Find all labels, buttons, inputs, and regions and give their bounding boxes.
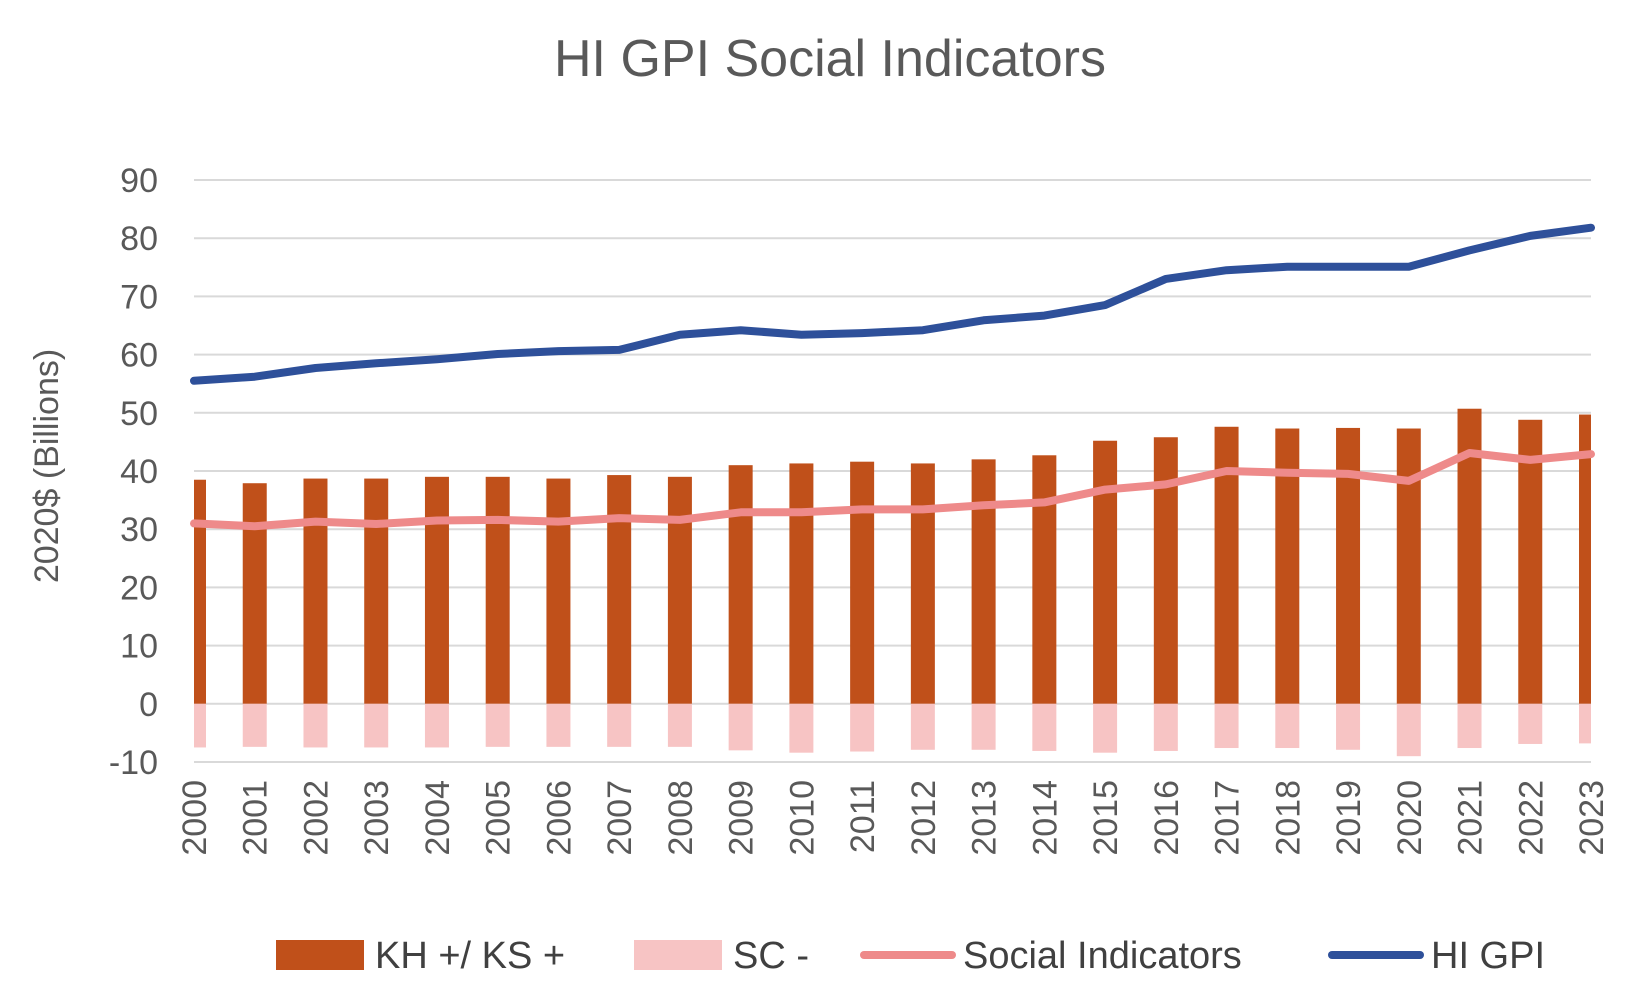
bar xyxy=(1093,703,1118,753)
bar xyxy=(424,476,449,704)
x-tick-label: 2014 xyxy=(1026,780,1064,856)
x-tick-label: 2002 xyxy=(298,780,336,856)
y-axis-title: 2020$ (Billions) xyxy=(28,349,66,583)
legend-label: KH +/ KS + xyxy=(375,935,565,977)
bar xyxy=(242,483,267,704)
x-tick-label: 2023 xyxy=(1573,780,1611,856)
legend: KH +/ KS + SC - Social Indicators HI GPI xyxy=(276,935,1545,977)
x-tick-label: 2010 xyxy=(783,780,821,856)
series-line xyxy=(190,449,1595,531)
bar xyxy=(607,475,632,704)
bar xyxy=(424,703,449,748)
legend-label: SC - xyxy=(733,935,809,977)
y-tick-label: 80 xyxy=(120,220,158,258)
bar xyxy=(1336,427,1361,704)
y-tick-label: 70 xyxy=(120,278,158,316)
bar xyxy=(1396,428,1421,704)
bar xyxy=(910,703,935,750)
x-tick-label: 2016 xyxy=(1148,780,1186,856)
bar xyxy=(789,703,814,753)
chart-title: HI GPI Social Indicators xyxy=(554,30,1106,88)
x-tick-label: 2021 xyxy=(1452,780,1490,856)
x-tick-label: 2007 xyxy=(601,780,639,856)
bar xyxy=(364,478,389,704)
bar xyxy=(1032,455,1057,704)
y-tick-label: 90 xyxy=(120,162,158,200)
bar xyxy=(728,703,753,751)
x-tick-label: 2017 xyxy=(1209,780,1247,856)
bar xyxy=(1579,414,1591,704)
x-tick-label: 2009 xyxy=(723,780,761,856)
bar xyxy=(1396,703,1421,757)
bar xyxy=(667,476,692,704)
bar xyxy=(1153,703,1178,751)
bar xyxy=(303,703,328,748)
bars xyxy=(194,408,1591,757)
bar xyxy=(1032,703,1057,751)
bar xyxy=(728,465,753,704)
bar xyxy=(1093,440,1118,704)
bar xyxy=(485,703,510,747)
bar xyxy=(910,463,935,704)
y-tick-label: 60 xyxy=(120,337,158,375)
x-tick-label: 2006 xyxy=(540,780,578,856)
y-tick-label: -10 xyxy=(109,744,158,782)
bar xyxy=(667,703,692,747)
bar xyxy=(242,703,267,747)
x-tick-label: 2019 xyxy=(1330,780,1368,856)
bar xyxy=(364,703,389,748)
x-tick-label: 2008 xyxy=(662,780,700,856)
x-tick-label: 2004 xyxy=(419,780,457,856)
y-tick-label: 50 xyxy=(120,395,158,433)
y-tick-label: 30 xyxy=(120,511,158,549)
x-tick-label: 2012 xyxy=(905,780,943,856)
bar xyxy=(303,478,328,704)
legend-swatch xyxy=(634,940,722,970)
bar xyxy=(850,703,875,752)
bar xyxy=(1214,703,1239,749)
bar xyxy=(1275,703,1300,749)
bar xyxy=(1153,437,1178,704)
series-line xyxy=(190,223,1595,385)
x-tick-label: 2015 xyxy=(1087,780,1125,856)
y-tick-label: 0 xyxy=(139,686,158,724)
bar xyxy=(1336,703,1361,750)
bar xyxy=(789,463,814,704)
legend-swatch xyxy=(276,940,364,970)
x-tick-label: 2001 xyxy=(237,780,275,856)
x-tick-label: 2011 xyxy=(844,780,882,853)
legend-label: HI GPI xyxy=(1431,935,1545,977)
bar xyxy=(1579,703,1591,744)
x-axis-ticks: 2000 2001 2002 2003 2004 2005 2006 2007 2008 2009… xyxy=(176,780,1611,856)
bar xyxy=(971,703,996,750)
x-tick-label: 2003 xyxy=(358,780,396,856)
bar xyxy=(194,479,206,704)
bar xyxy=(194,703,206,748)
y-axis-ticks: -10 0 10 20 30 40 50 60 70 80 90 xyxy=(109,162,158,782)
lines xyxy=(190,223,1595,531)
y-tick-label: 10 xyxy=(120,628,158,666)
bar xyxy=(971,459,996,704)
bar xyxy=(1518,419,1543,704)
bar xyxy=(607,703,632,747)
bar xyxy=(1518,703,1543,744)
y-tick-label: 40 xyxy=(120,453,158,491)
x-tick-label: 2022 xyxy=(1512,780,1550,856)
bar xyxy=(546,703,571,747)
x-tick-label: 2000 xyxy=(176,780,214,856)
x-tick-label: 2020 xyxy=(1391,780,1429,856)
bar xyxy=(485,476,510,704)
legend-label: Social Indicators xyxy=(963,935,1242,977)
x-tick-label: 2018 xyxy=(1269,780,1307,856)
bar xyxy=(546,478,571,704)
bar xyxy=(1457,703,1482,749)
y-tick-label: 20 xyxy=(120,569,158,607)
x-tick-label: 2005 xyxy=(480,780,518,856)
x-tick-label: 2013 xyxy=(966,780,1004,856)
bar xyxy=(850,461,875,704)
